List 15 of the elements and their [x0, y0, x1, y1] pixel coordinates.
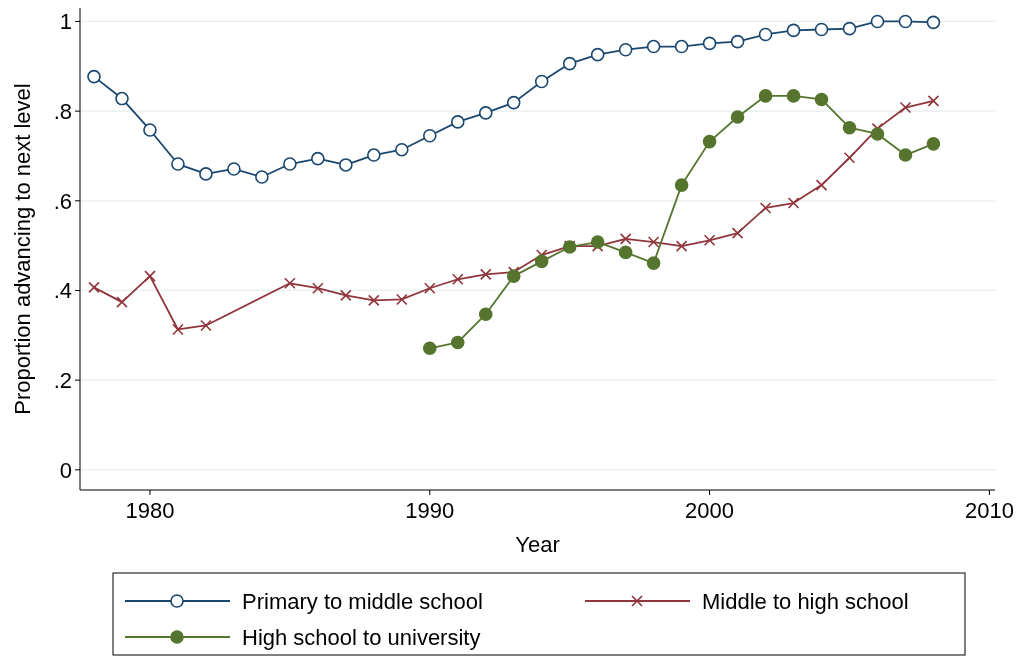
x-axis-title: Year [515, 532, 560, 557]
x-tick-label: 2000 [685, 498, 735, 523]
y-tick-label: .6 [53, 188, 72, 214]
legend-label: Primary to middle school [242, 588, 483, 614]
x-tick-label: 1980 [125, 498, 175, 523]
legend-label: Middle to high school [702, 588, 909, 614]
x-tick-label: 1990 [405, 498, 455, 523]
y-tick-label: .8 [53, 98, 72, 124]
y-tick-label: 1 [59, 9, 72, 35]
x-tick-label: 2010 [964, 498, 1014, 523]
legend-label: High school to university [242, 624, 481, 650]
y-tick-label: .2 [53, 367, 72, 393]
y-tick-label: .4 [53, 278, 72, 304]
y-axis-title: Proportion advancing to next level [10, 83, 35, 415]
y-tick-label: 0 [59, 457, 72, 483]
